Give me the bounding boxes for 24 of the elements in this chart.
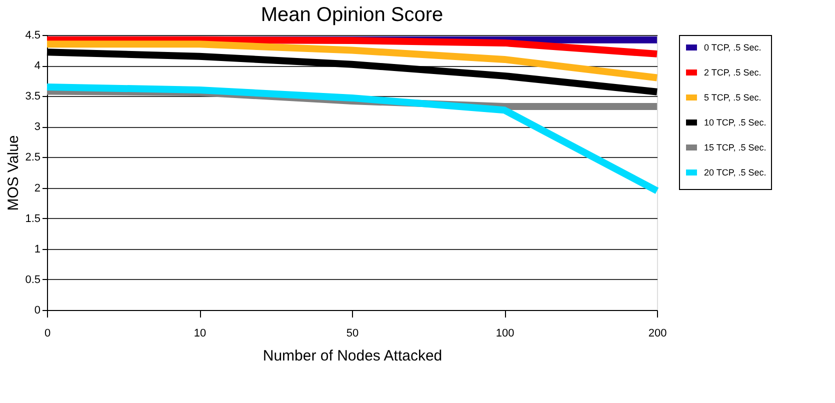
x-tick-label: 100 bbox=[496, 328, 514, 340]
y-axis-title: MOS Value bbox=[5, 135, 22, 211]
y-tick-label: 2 bbox=[34, 182, 40, 194]
y-tick-label: 4.5 bbox=[25, 30, 40, 42]
x-tick-label: 0 bbox=[44, 328, 51, 340]
y-tick-label: 0.5 bbox=[25, 274, 40, 286]
legend-label: 0 TCP, .5 Sec. bbox=[704, 42, 762, 52]
x-axis-title: Number of Nodes Attacked bbox=[262, 348, 442, 364]
x-tick-label: 10 bbox=[194, 328, 206, 340]
y-tick-label: 3 bbox=[34, 121, 40, 134]
legend-label: 5 TCP, .5 Sec. bbox=[704, 92, 762, 102]
y-tick-label: 1 bbox=[34, 243, 40, 256]
y-tick-label: 3.5 bbox=[25, 90, 40, 103]
legend-label: 20 TCP, .5 Sec. bbox=[704, 168, 766, 178]
legend-label: 15 TCP, .5 Sec. bbox=[704, 142, 766, 152]
y-tick-label: 1.5 bbox=[25, 212, 40, 225]
chart-title: Mean Opinion Score bbox=[260, 4, 444, 26]
x-tick-label: 50 bbox=[346, 328, 359, 340]
y-tick-label: 0 bbox=[34, 304, 40, 316]
x-tick-label: 200 bbox=[648, 328, 667, 340]
legend-label: 10 TCP, .5 Sec. bbox=[704, 118, 766, 128]
y-tick-label: 4 bbox=[34, 60, 40, 72]
legend-label: 2 TCP, .5 Sec. bbox=[704, 68, 762, 78]
y-tick-label: 2.5 bbox=[25, 152, 40, 164]
